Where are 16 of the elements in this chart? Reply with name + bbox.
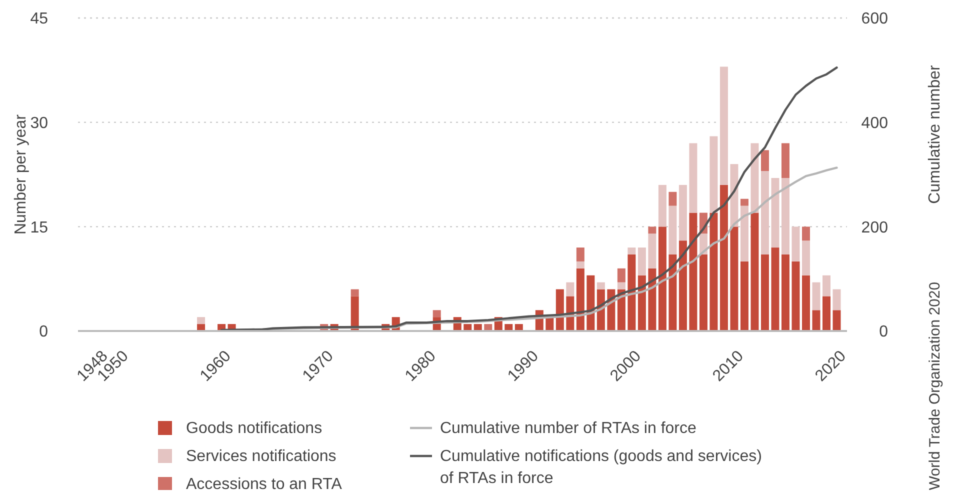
y-axis-title: Number per year [12, 114, 30, 235]
y2-tick-label: 400 [861, 114, 888, 132]
y2-tick-label: 200 [861, 219, 888, 236]
y-tick-label: 0 [39, 324, 48, 341]
y-tick-label: 30 [30, 114, 48, 132]
legend-label: Goods notifications [186, 420, 322, 437]
text: World Trade Organization 2020 [926, 282, 944, 490]
legend-label: Cumulative notifications (goods and services) of RTAs in force [440, 448, 762, 487]
y2-axis-title: Cumulative number [926, 64, 944, 204]
legend-label: Services notifications [186, 448, 336, 465]
y2-tick-label: 0 [879, 324, 888, 341]
y-tick-label: 45 [30, 10, 48, 28]
legend-label: Accessions to an RTA [186, 476, 342, 493]
y2-tick-label: 600 [861, 10, 888, 28]
legend-label: Cumulative number of RTAs in force [440, 420, 696, 437]
y-tick-label: 15 [30, 219, 48, 236]
